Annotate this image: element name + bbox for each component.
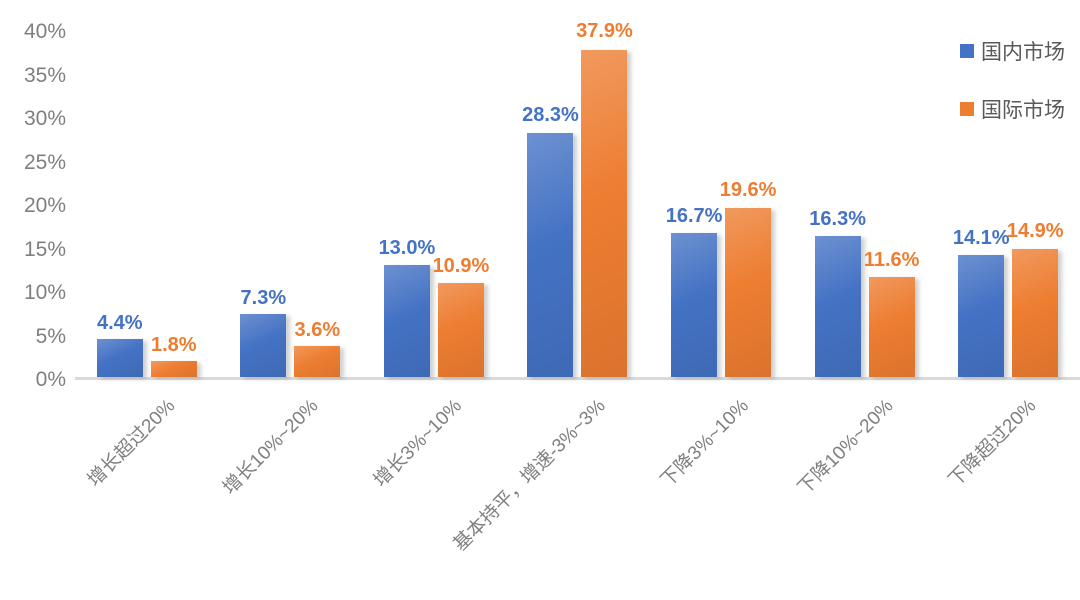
bar-value-label: 19.6% — [719, 179, 777, 202]
bar-group: 13.0% 10.9% — [362, 32, 506, 377]
y-axis-tick-label: 10% — [23, 281, 66, 304]
domestic-bar — [527, 132, 574, 377]
international-bar — [868, 276, 915, 377]
domestic-bar — [240, 314, 287, 377]
y-axis-tick-label: 35% — [23, 63, 66, 87]
legend-item-international: 国际市场 — [960, 94, 1065, 124]
international-swatch-icon — [960, 102, 974, 116]
international-bar — [294, 345, 341, 377]
plot-area: 4.4% 1.8% 7.3% 3.6% 13.0% 10.9% 28.3% 37.9% 16.7… — [75, 20, 1080, 380]
bar-value-label: 16.3% — [809, 208, 866, 231]
domestic-bar — [958, 255, 1005, 377]
domestic-bar — [96, 339, 143, 377]
legend-label-domestic: 国内市场 — [981, 41, 1065, 64]
y-axis-tick-label: 20% — [23, 194, 66, 217]
bar-value-label: 4.4% — [96, 311, 143, 334]
x-axis-category-label: 增长超过20% — [83, 395, 180, 492]
bar-group: 28.3% 37.9% — [506, 20, 650, 377]
bar-value-label: 16.7% — [665, 204, 723, 227]
bar-value-label: 11.6% — [863, 249, 920, 272]
bar-group: 4.4% 1.8% — [75, 32, 219, 377]
bar-group: 7.3% 3.6% — [219, 32, 363, 377]
y-axis-tick-label: 25% — [23, 150, 66, 174]
x-axis-category-label: 增长10%~20% — [219, 395, 323, 499]
x-axis-labels: 增长超过20% 增长10%~20% 增长3%~10% 基本持平，增速-3%~3% 下降3… — [75, 392, 1080, 592]
international-bar — [437, 283, 484, 377]
bar-value-label: 10.9% — [432, 255, 490, 278]
y-axis-tick-label: 30% — [23, 107, 66, 130]
x-axis-category-label: 增长3%~10% — [370, 395, 467, 492]
legend: 国内市场 国际市场 — [960, 36, 1065, 152]
bar-group: 16.3% 11.6% — [793, 32, 937, 377]
x-axis-category-label: 下降10%~20% — [793, 395, 898, 499]
legend-item-domestic: 国内市场 — [960, 36, 1065, 66]
domestic-bar — [814, 236, 861, 377]
international-bar — [725, 207, 772, 377]
bar-group: 14.1% 14.9% — [936, 32, 1080, 377]
bar-value-label: 14.1% — [952, 227, 1010, 250]
bar-value-label: 7.3% — [240, 286, 287, 309]
x-axis-category-label: 下降超过20% — [945, 395, 1041, 492]
y-axis-tick-label: 15% — [23, 237, 66, 261]
bar-value-label: 3.6% — [294, 318, 341, 341]
bar-value-label: 14.9% — [1006, 220, 1064, 243]
international-bar — [1012, 248, 1059, 377]
y-axis-tick-label: 0% — [35, 368, 66, 391]
legend-label-international: 国际市场 — [981, 99, 1065, 122]
x-axis-category-label: 下降3%~10% — [657, 395, 754, 492]
bar-value-label: 1.8% — [150, 334, 197, 357]
bar-value-label: 37.9% — [576, 20, 633, 43]
bar-group: 16.7% 19.6% — [649, 32, 793, 377]
international-bar — [581, 50, 628, 377]
y-axis-tick-label: 5% — [35, 324, 66, 348]
domestic-bar — [671, 232, 718, 377]
domestic-swatch-icon — [960, 44, 974, 58]
domestic-bar — [383, 264, 430, 377]
bar-value-label: 28.3% — [522, 103, 579, 126]
y-axis-tick-label: 40% — [23, 20, 66, 43]
international-bar — [150, 361, 197, 377]
x-axis-category-label: 基本持平，增速-3%~3% — [449, 395, 610, 556]
bar-value-label: 13.0% — [378, 236, 436, 259]
